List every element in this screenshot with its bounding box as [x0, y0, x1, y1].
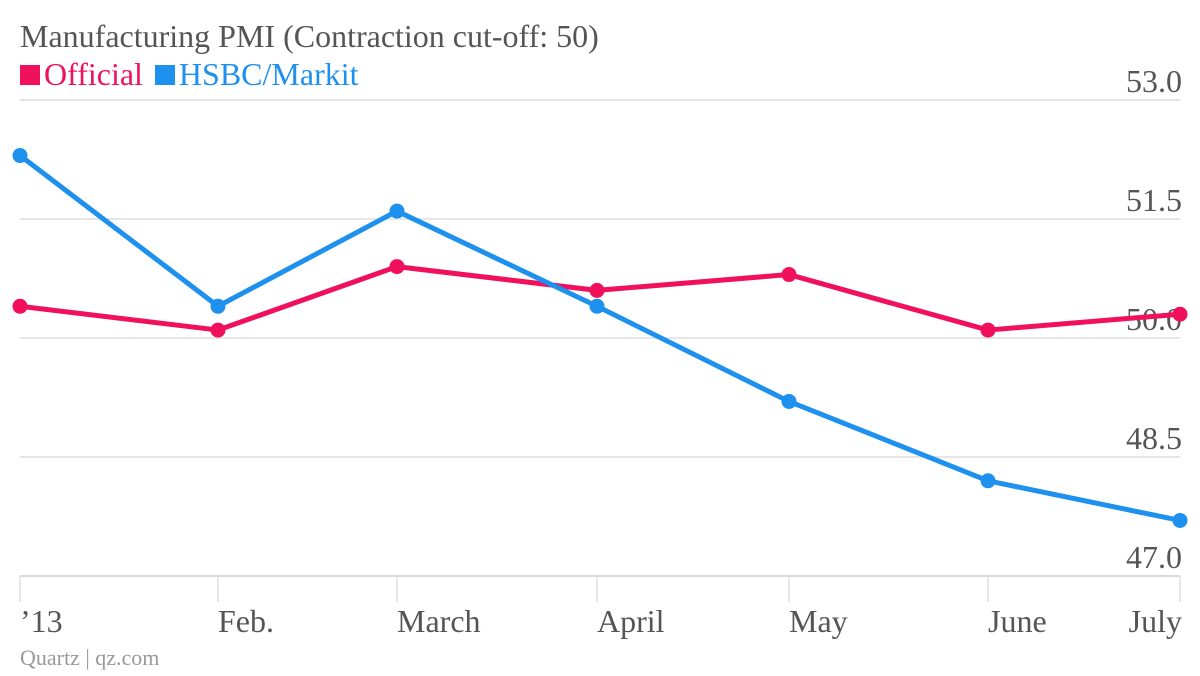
source-credit: Quartz | qz.com	[20, 645, 160, 670]
legend-swatch-hsbc	[154, 64, 175, 85]
data-point-hsbc	[389, 203, 405, 219]
data-point-official	[1172, 306, 1188, 322]
legend-label-official: Official	[44, 56, 143, 92]
data-point-official	[980, 322, 996, 338]
x-tick-label: June	[988, 603, 1047, 639]
x-tick-label: April	[597, 603, 665, 639]
y-tick-label: 47.0	[1126, 539, 1182, 575]
data-point-official	[781, 267, 797, 283]
x-tick-label: July	[1129, 603, 1182, 639]
data-point-official	[210, 322, 226, 338]
x-tick-label: March	[397, 603, 481, 639]
legend: Official HSBC/Markit	[20, 56, 359, 93]
data-point-official	[12, 298, 28, 314]
data-point-hsbc	[1172, 512, 1188, 528]
data-point-hsbc	[589, 298, 605, 314]
x-tick-label: May	[789, 603, 848, 639]
series-line-official	[17, 264, 1183, 333]
data-point-hsbc	[210, 298, 226, 314]
x-tick-label: Feb.	[218, 603, 274, 639]
legend-swatch-official	[20, 64, 40, 85]
legend-item-hsbc: HSBC/Markit	[154, 56, 359, 93]
y-tick-label: 48.5	[1126, 420, 1182, 456]
y-tick-label: 53.0	[1126, 63, 1182, 99]
y-tick-label: 51.5	[1126, 182, 1182, 218]
legend-label-hsbc: HSBC/Markit	[178, 56, 359, 92]
legend-item-official: Official	[20, 56, 143, 93]
chart-title: Manufacturing PMI (Contraction cut-off: …	[20, 18, 599, 54]
data-point-hsbc	[980, 473, 996, 489]
data-point-hsbc	[781, 393, 797, 409]
data-point-official	[589, 282, 605, 298]
data-point-official	[389, 259, 405, 275]
x-tick-label: ’13	[20, 603, 63, 639]
data-point-hsbc	[12, 148, 28, 164]
